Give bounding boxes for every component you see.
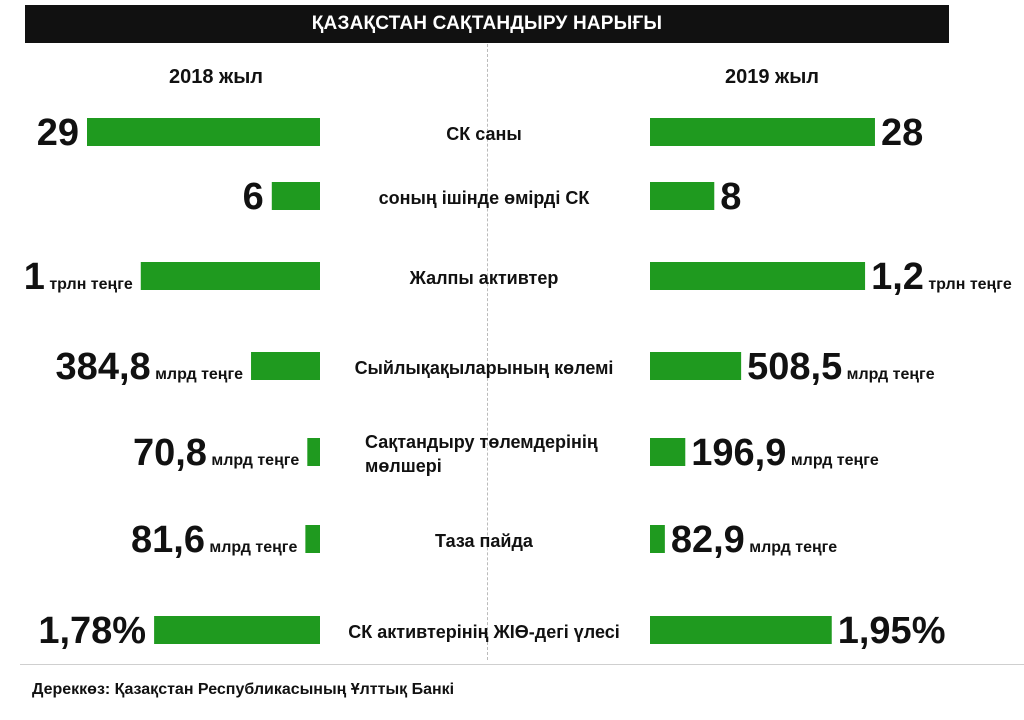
bar-2018-row-1 <box>271 182 320 210</box>
bar-2018-row-4 <box>307 438 320 466</box>
value-label-2018-row-0: 29 <box>37 112 79 154</box>
insurance-market-chart: 29 28 СК саны 6 8 соның ішінде өмірді СК 1 трл… <box>24 112 1012 652</box>
category-label-row-3: Сыйлықақыларының көлемі <box>355 358 614 378</box>
value-label-2019-row-6: 1,95% <box>838 610 946 652</box>
category-label-row-1: соның ішінде өмірді СК <box>379 188 591 208</box>
center-divider <box>487 44 488 660</box>
value-label-2018-row-6: 1,78% <box>38 610 146 652</box>
bar-2019-row-2 <box>650 262 866 290</box>
bar-2018-row-5 <box>305 525 320 553</box>
category-label-row-2: Жалпы активтер <box>409 268 559 288</box>
bar-2019-row-0 <box>650 118 875 146</box>
value-label-2019-row-1: 8 <box>720 176 741 218</box>
page-title: ҚАЗАҚСТАН САҚТАНДЫРУ НАРЫҒЫ <box>25 5 949 43</box>
bar-2019-row-1 <box>650 182 715 210</box>
value-label-2018-row-3: 384,8 млрд теңге <box>56 346 244 388</box>
value-label-2019-row-4: 196,9 млрд теңге <box>691 432 879 474</box>
category-label-row-4-line-1: мөлшері <box>365 456 442 476</box>
bar-2018-row-0 <box>87 118 320 146</box>
value-label-2019-row-5: 82,9 млрд теңге <box>671 519 837 561</box>
value-label-2018-row-1: 6 <box>243 176 264 218</box>
bar-2018-row-2 <box>140 262 320 290</box>
category-label-row-0: СК саны <box>446 124 521 144</box>
bar-2018-row-6 <box>154 616 320 644</box>
category-label-row-6: СК активтерінің ЖІӨ-дегі үлесі <box>348 622 619 642</box>
category-label-row-4-line-0: Сақтандыру төлемдерінің <box>365 432 598 452</box>
bar-2019-row-3 <box>650 352 742 380</box>
source-note: Дереккөз: Қазақстан Республикасының Ұлтт… <box>32 681 455 698</box>
value-label-2018-row-4: 70,8 млрд теңге <box>133 432 299 474</box>
bar-2019-row-5 <box>650 525 665 553</box>
category-label-row-5: Таза пайда <box>435 531 534 551</box>
value-label-2019-row-0: 28 <box>881 112 923 154</box>
bar-2019-row-4 <box>650 438 686 466</box>
value-label-2018-row-5: 81,6 млрд теңге <box>131 519 297 561</box>
value-label-2019-row-2: 1,2 трлн теңге <box>871 256 1012 298</box>
year-2018-heading: 2018 жыл <box>168 66 264 88</box>
bottom-rule <box>20 664 1024 665</box>
value-label-2018-row-2: 1 трлн теңге <box>24 256 133 298</box>
bar-2018-row-3 <box>251 352 320 380</box>
year-2019-heading: 2019 жыл <box>724 66 820 88</box>
value-label-2019-row-3: 508,5 млрд теңге <box>747 346 935 388</box>
bar-2019-row-6 <box>650 616 832 644</box>
